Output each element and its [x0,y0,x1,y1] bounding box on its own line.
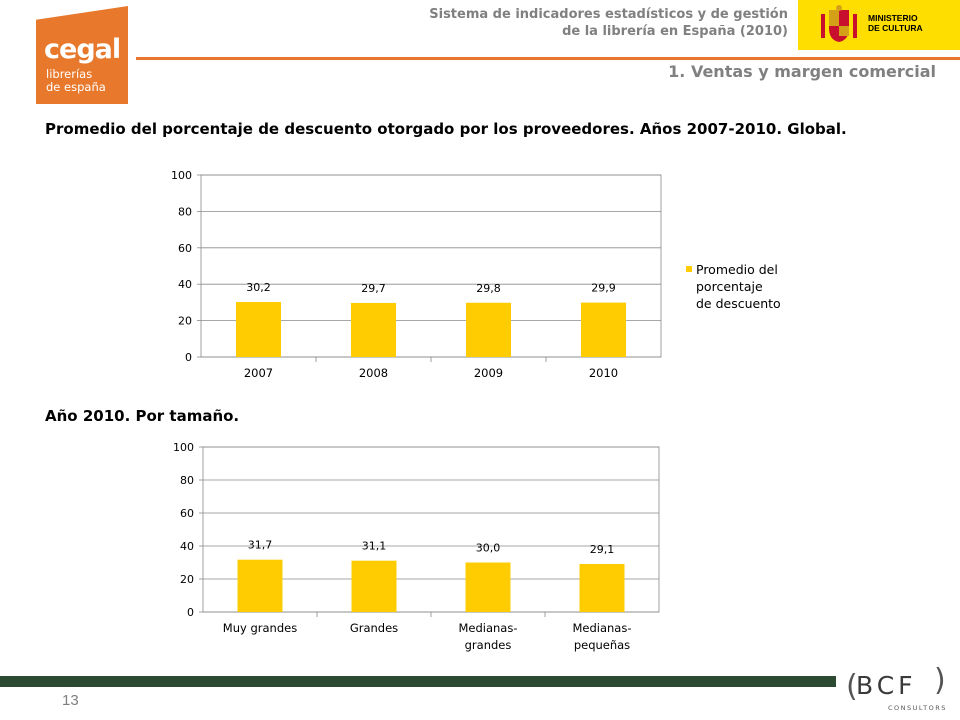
ministry-text: MINISTERIO DE CULTURA [868,13,923,33]
x-category-label-c1: 2007 [244,366,273,380]
page-number: 13 [62,692,79,709]
x-category-label-c2: Grandes [350,621,398,635]
y-tick-label-c1: 0 [185,351,192,364]
system-title-line2: de la librería en España (2010) [562,24,788,39]
ministry-logo: MINISTERIO DE CULTURA [798,0,960,50]
system-title-line1: Sistema de indicadores estadísticos y de… [429,7,788,22]
data-label-c2-2: 31,1 [362,540,387,553]
data-label-c1-2: 29,7 [361,282,386,295]
x-category-label-c2: pequeñas [574,638,630,652]
ministry-line1: MINISTERIO [868,13,918,23]
y-tick-label-c1: 100 [171,169,192,182]
legend-label: porcentaje [696,279,763,294]
y-tick-label-c2: 20 [180,573,194,586]
x-category-label-c1: 2009 [474,366,503,380]
y-tick-label-c2: 100 [173,441,194,454]
legend-label: de descuento [696,296,781,311]
chart1-title: Promedio del porcentaje de descuento oto… [45,120,847,138]
x-category-label-c1: 2008 [359,366,388,380]
bcf-logo-subtext: CONSULTORS [888,704,947,712]
bar-c2-4 [579,563,625,612]
x-category-label-c2: grandes [465,638,512,652]
y-tick-label-c2: 60 [180,507,194,520]
logo-main-text: cegal [44,34,121,65]
data-label-c2-1: 31,7 [248,539,273,552]
x-category-label-c2: Medianas- [458,621,517,635]
x-category-label-c2: Muy grandes [223,621,297,635]
data-label-c2-4: 29,1 [590,543,615,556]
data-label-c1-4: 29,9 [591,282,616,295]
y-tick-label-c1: 40 [178,278,192,291]
cegal-logo: cegal librerías de españa [36,6,128,104]
bar-c1-2 [351,302,396,357]
ministry-line2: DE CULTURA [868,23,923,33]
logo-sub-text: librerías de españa [46,68,106,94]
system-title: Sistema de indicadores estadísticos y de… [429,6,788,40]
legend-label: Promedio del [696,262,778,277]
footer-bar [0,676,836,687]
y-tick-label-c1: 20 [178,315,192,328]
bar-c1-3 [466,302,511,357]
section-title: 1. Ventas y margen comercial [668,62,936,81]
coat-of-arms-icon [821,5,857,42]
data-label-c2-3: 30,0 [476,542,501,555]
bar-c2-3 [465,562,511,612]
y-tick-label-c1: 60 [178,242,192,255]
y-tick-label-c2: 80 [180,474,194,487]
svg-text:(: ( [846,669,858,704]
chart2-title: Año 2010. Por tamaño. [45,407,240,425]
legend-swatch [686,266,692,272]
bar-c2-2 [351,560,397,612]
bar-c2-1 [237,559,283,612]
bcf-logo-text: BCF [856,671,917,700]
logo-sub-line2: de españa [46,80,106,94]
y-tick-label-c2: 0 [187,606,194,619]
bar-c1-1 [236,302,281,357]
data-label-c1-3: 29,8 [476,282,501,295]
data-label-c1-1: 30,2 [246,281,271,294]
x-category-label-c2: Medianas- [572,621,631,635]
logo-sub-line1: librerías [46,67,93,81]
y-tick-label-c1: 80 [178,205,192,218]
y-tick-label-c2: 40 [180,540,194,553]
bcf-consultors-logo: ( BCF ) CONSULTORS [846,663,947,712]
svg-text:): ) [934,663,946,698]
bar-c1-4 [581,302,626,357]
x-category-label-c1: 2010 [589,366,618,380]
header-divider [136,57,960,60]
